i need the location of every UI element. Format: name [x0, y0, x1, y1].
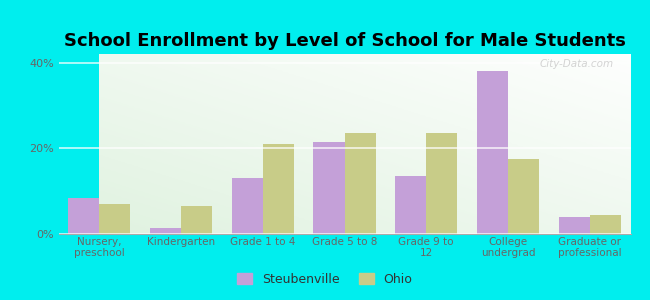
Bar	[263, 144, 294, 234]
Legend: Steubenville, Ohio: Steubenville, Ohio	[233, 268, 417, 291]
Bar	[99, 204, 131, 234]
Bar	[395, 176, 426, 234]
Title: School Enrollment by Level of School for Male Students: School Enrollment by Level of School for…	[64, 32, 625, 50]
Bar	[232, 178, 263, 234]
Bar	[508, 159, 539, 234]
Bar	[558, 217, 590, 234]
Bar	[344, 133, 376, 234]
Bar	[477, 71, 508, 234]
Bar	[150, 228, 181, 234]
Bar	[313, 142, 345, 234]
Bar	[181, 206, 212, 234]
Bar	[590, 215, 621, 234]
Bar	[426, 133, 457, 234]
Text: City-Data.com: City-Data.com	[540, 59, 614, 69]
Bar	[68, 198, 99, 234]
